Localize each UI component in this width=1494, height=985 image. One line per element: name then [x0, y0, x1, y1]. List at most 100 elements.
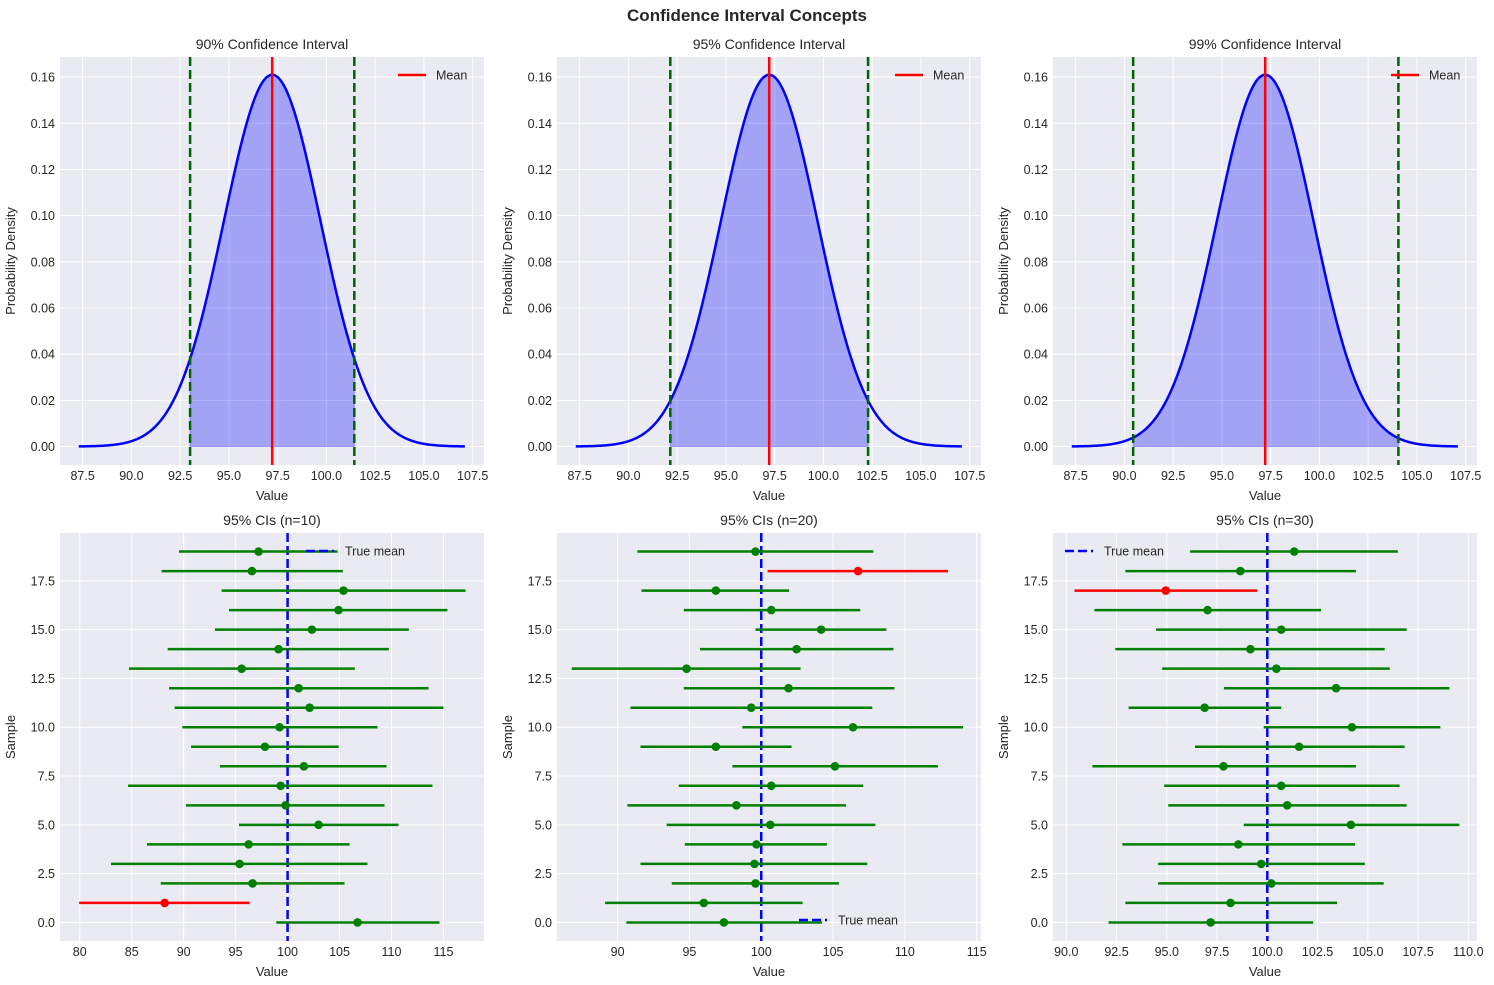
x-tick-label: 105.0: [1352, 945, 1383, 959]
ci-errorbar: [1158, 859, 1365, 869]
sample-mean-point: [699, 898, 709, 908]
sample-mean-point: [275, 722, 284, 732]
y-tick-label: 0.04: [1024, 348, 1048, 362]
ci-errorbar: [1125, 566, 1356, 576]
sample-mean-point: [260, 742, 270, 752]
ci-errorbar: [214, 625, 409, 634]
y-tick-label: 5.0: [38, 818, 55, 832]
sample-mean-point: [1276, 781, 1286, 791]
x-tick-label: 87.5: [1063, 469, 1087, 483]
sample-mean-point: [294, 683, 303, 693]
ci-errorbar: [1243, 820, 1460, 830]
sample-mean-point: [274, 644, 283, 654]
plot-marks: [1074, 533, 1460, 941]
sample-mean-point: [751, 879, 760, 888]
plot-area: [60, 533, 484, 941]
x-tick-label: 110: [382, 945, 402, 959]
sample-mean-point: [1282, 801, 1292, 810]
ci-errorbar: [167, 644, 389, 654]
y-tick-label: 0.14: [1024, 117, 1048, 131]
sample-mean-point: [247, 566, 257, 576]
plot-marks: [1071, 57, 1458, 465]
sample-mean-point: [1246, 644, 1255, 654]
y-tick-label: 7.5: [1031, 770, 1048, 784]
x-tick-label: 95.0: [1210, 469, 1234, 483]
y-tick-label: 0.00: [528, 440, 552, 454]
y-tick-label: 0.00: [31, 440, 55, 454]
y-tick-label: 0.02: [528, 394, 552, 408]
ci-errorbar: [129, 664, 355, 673]
ci-errorbar: [1125, 898, 1338, 908]
y-tick-label: 15.0: [1024, 623, 1048, 637]
x-axis-label: Value: [753, 964, 785, 979]
sample-mean-point: [244, 840, 253, 849]
subplot-title: 99% Confidence Interval: [1189, 36, 1342, 52]
x-tick-label: 90: [177, 945, 191, 959]
ci-errorbar: [111, 859, 368, 869]
y-tick-label: 10.0: [31, 721, 55, 735]
x-tick-label: 80: [73, 945, 87, 959]
sample-mean-point: [237, 664, 246, 673]
sample-mean-point: [1256, 859, 1266, 869]
sample-mean-point: [160, 898, 169, 908]
ci-errorbar: [571, 664, 801, 673]
subplot-2: 87.5 90.0 92.5 95.0 97.5 100.0 102.5 105.0 107.5…: [500, 36, 985, 503]
ci-errorbar: [1092, 761, 1356, 771]
y-tick-label: 0.00: [1024, 440, 1048, 454]
sample-mean-point: [1289, 547, 1299, 556]
y-tick-label: 0.10: [31, 209, 55, 223]
y-tick-label: 0.10: [528, 209, 552, 223]
ci-errorbar: [1156, 625, 1407, 634]
x-tick-label: 105.0: [1401, 469, 1432, 483]
ci-errorbar: [671, 879, 839, 888]
x-tick-label: 110.0: [1453, 945, 1483, 959]
y-axis-label: Sample: [500, 715, 515, 759]
sample-mean-point: [792, 644, 801, 654]
sample-mean-point: [1267, 879, 1276, 888]
y-tick-label: 0.16: [31, 71, 55, 85]
y-axis-label: Sample: [3, 715, 18, 759]
sample-mean-point: [339, 586, 348, 595]
legend-label: Mean: [1429, 69, 1460, 83]
y-axis-label: Sample: [996, 715, 1011, 759]
ci-errorbar: [700, 644, 894, 654]
legend-label: True mean: [1104, 545, 1164, 559]
x-tick-label: 100.0: [1252, 945, 1283, 959]
ci-errorbar: [1122, 840, 1355, 849]
sample-mean-point: [750, 859, 759, 869]
sample-mean-point: [1200, 703, 1209, 713]
subplot-5: 90 95 100 105 110 115 0.0 2.5 5.0 7.5 10.0 12.5 15.0…: [500, 512, 987, 979]
ci-errorbar: [630, 703, 873, 713]
y-tick-label: 0.02: [31, 394, 55, 408]
y-tick-label: 0.0: [535, 916, 552, 930]
y-tick-label: 0.04: [528, 348, 552, 362]
legend: Mean: [1391, 69, 1460, 83]
ci-errorbar: [1168, 801, 1407, 810]
y-tick-label: 12.5: [1024, 672, 1048, 686]
ci-errorbar: [1094, 605, 1321, 615]
y-tick-label: 0.0: [1031, 916, 1048, 930]
x-axis-label: Value: [256, 964, 288, 979]
y-tick-label: 5.0: [1031, 818, 1048, 832]
x-tick-label: 107.5: [1402, 945, 1433, 959]
legend-label: Mean: [933, 69, 964, 83]
y-tick-label: 0.04: [31, 348, 55, 362]
x-tick-label: 95.0: [1155, 945, 1179, 959]
sample-mean-point: [254, 547, 263, 556]
plot-marks: [575, 57, 962, 465]
x-axis-label: Value: [256, 488, 288, 503]
ci-errorbar: [169, 683, 429, 693]
sample-mean-point: [752, 840, 761, 849]
x-tick-label: 110: [895, 945, 915, 959]
ci-errorbar: [767, 566, 948, 576]
y-tick-label: 0.06: [31, 301, 55, 315]
ci-errorbar: [1158, 879, 1384, 888]
sample-mean-point: [1294, 742, 1304, 752]
x-tick-label: 90.0: [1054, 945, 1078, 959]
x-tick-label: 92.5: [1104, 945, 1128, 959]
subplot-title: 90% Confidence Interval: [196, 36, 349, 52]
y-tick-label: 10.0: [528, 721, 552, 735]
ci-errorbar: [79, 898, 250, 908]
ci-errorbar: [732, 761, 938, 771]
ci-errorbar: [640, 742, 792, 752]
